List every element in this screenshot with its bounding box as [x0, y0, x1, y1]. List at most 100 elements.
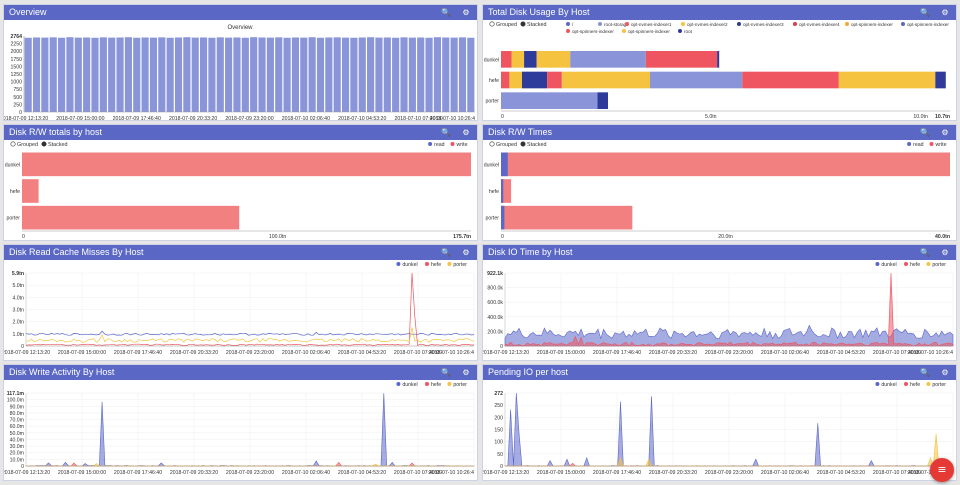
legend-label: hefe [431, 262, 441, 268]
rw-times-chart: Grouped Stacked write read dunkel hefe porter 0… [484, 141, 950, 240]
bar-segment [511, 51, 525, 68]
disk-usage-panel: Total Disk Usage By Host 🔍 ⚙ Grouped Stac… [482, 4, 957, 121]
bar-segment [935, 71, 946, 89]
y-tick-label: 150 [494, 428, 503, 434]
legend-swatch [425, 382, 429, 386]
bar-segment [649, 71, 743, 89]
legend-swatch [622, 29, 626, 33]
x-tick-label: 2018-07-10 07:40:00 [873, 350, 921, 356]
bar [300, 37, 308, 112]
disk-usage-chart: Grouped Stacked / root-storage opt-nvmes-ind… [484, 21, 950, 120]
bar [275, 37, 283, 112]
search-icon[interactable]: 🔍 [441, 8, 451, 17]
gear-icon[interactable]: ⚙ [462, 368, 470, 377]
search-icon[interactable]: 🔍 [920, 128, 930, 137]
stacked-label: Stacked [527, 142, 546, 148]
legend-swatch [396, 382, 401, 386]
bar [258, 37, 266, 112]
bar [501, 179, 512, 203]
legend-swatch [929, 142, 934, 146]
grouped-radio [489, 21, 495, 27]
bar [501, 205, 505, 230]
legend-label: porter [932, 382, 946, 388]
y-tick-label: 30.0m [10, 444, 24, 450]
bar [166, 37, 174, 112]
gear-icon[interactable]: ⚙ [462, 8, 470, 17]
panel-title: Total Disk Usage By Host [488, 7, 590, 17]
bar [216, 37, 224, 112]
bar [233, 37, 241, 112]
series-area-hefe [504, 272, 954, 347]
bar [124, 37, 132, 112]
legend-swatch [681, 22, 685, 26]
x-tick-label: 2018-07-10 04:53:20 [817, 350, 865, 356]
panel-title: Overview [9, 7, 47, 17]
x-tick-label: 2018-07-10 10:26:4 [429, 470, 474, 476]
gear-icon[interactable]: ⚙ [941, 368, 949, 377]
legend-label: opt-nvmes-indexer2 [687, 22, 728, 27]
search-icon[interactable]: 🔍 [441, 368, 451, 377]
bar [442, 37, 450, 112]
x-tick-label: 2018-07-09 15:00:00 [58, 470, 106, 476]
bar [116, 37, 124, 112]
bar [458, 37, 467, 112]
x-tick-label: 2018-07-09 15:00:00 [58, 350, 106, 356]
chart-title: Overview [227, 25, 253, 31]
y-tick-label: 1000 [10, 80, 22, 86]
y-tick-label: 0 [21, 344, 24, 350]
bar-segment [838, 71, 936, 89]
rw-totals-chart: Grouped Stacked write read dunkel hefe porter 0… [5, 141, 471, 240]
x-tick-label: 2018-07-10 04:53:20 [338, 350, 386, 356]
bar [174, 37, 183, 112]
search-icon[interactable]: 🔍 [920, 8, 930, 17]
panel-header: Disk R/W totals by host 🔍 ⚙ [4, 125, 477, 140]
legend-label: write [457, 142, 468, 148]
y-tick-label: 117.1m [7, 391, 25, 397]
panel-header: Overview 🔍 ⚙ [4, 5, 477, 20]
gear-icon[interactable]: ⚙ [941, 128, 949, 137]
legend-label: porter [932, 262, 946, 268]
legend-label: dunkel [402, 382, 417, 388]
y-tick-label: 0 [500, 344, 503, 350]
category-label: hefe [10, 189, 20, 195]
y-tick-label: 1250 [10, 72, 22, 78]
legend-swatch [901, 22, 905, 26]
y-tick-label: 40.0m [10, 437, 24, 443]
y-tick-label: 80.0m [10, 411, 24, 417]
bar [83, 37, 91, 112]
x-tick-label: 2018-07-09 23:20:00 [226, 350, 274, 356]
x-tick-label: 0 [501, 114, 504, 120]
grouped-label: Grouped [496, 22, 517, 28]
gear-icon[interactable]: ⚙ [462, 128, 470, 137]
gear-icon[interactable]: ⚙ [941, 248, 949, 257]
panel-header: Disk IO Time by Host 🔍 ⚙ [483, 245, 956, 260]
gear-icon[interactable]: ⚙ [462, 248, 470, 257]
bar-segment [501, 51, 512, 68]
search-icon[interactable]: 🔍 [441, 128, 451, 137]
x-tick-label: 2018-07-10 07:40:00 [394, 470, 442, 476]
y-tick-label: 250 [13, 102, 22, 108]
menu-fab-button[interactable]: ≡ [930, 458, 954, 482]
bar [501, 179, 504, 203]
legend-label: porter [453, 262, 467, 268]
x-tick-label: 2018-07-10 10:26:4 [908, 350, 953, 356]
panel-title: Disk R/W Times [488, 127, 552, 137]
y-tick-label: 10.0m [10, 457, 24, 463]
panel-header: Disk Write Activity By Host 🔍 ⚙ [4, 365, 477, 380]
search-icon[interactable]: 🔍 [920, 248, 930, 257]
bar-segment [570, 51, 646, 68]
bar-segment [536, 51, 571, 68]
legend-swatch [926, 382, 931, 386]
x-tick-label: 20.0tn [718, 234, 733, 240]
pending-io-chart: porter hefe dunkel 0 50 100 150 200 250 272 2018-0… [483, 382, 954, 476]
search-icon[interactable]: 🔍 [920, 368, 930, 377]
x-tick-label: 2018-07-09 17:46:40 [113, 116, 161, 120]
search-icon[interactable]: 🔍 [441, 248, 451, 257]
legend-label: read [434, 142, 444, 148]
panel-title: Disk IO Time by Host [488, 247, 573, 257]
legend-label: porter [453, 382, 467, 388]
x-tick-label: 2018-07-09 23:20:00 [705, 350, 753, 356]
panel-title: Disk Read Cache Misses By Host [9, 247, 144, 257]
bar [501, 152, 508, 177]
gear-icon[interactable]: ⚙ [941, 8, 949, 17]
